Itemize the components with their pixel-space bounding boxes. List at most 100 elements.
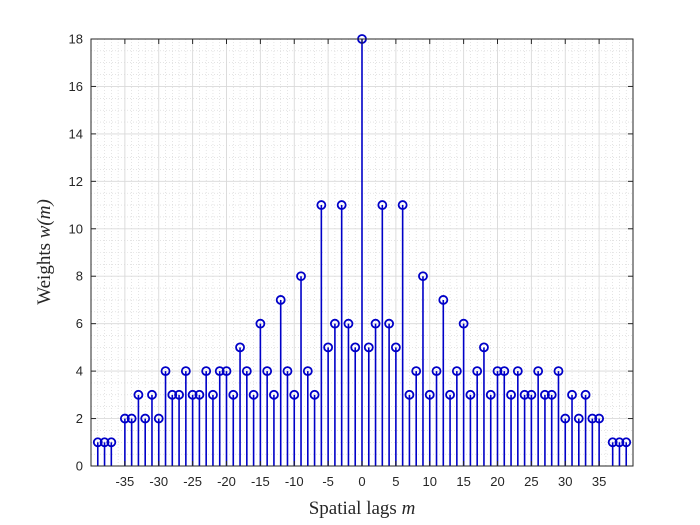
x-tick-label: -30	[149, 474, 168, 489]
stem-marker	[519, 389, 530, 400]
stem-series	[92, 34, 632, 466]
stem-marker	[451, 366, 462, 377]
stem-marker	[241, 366, 252, 377]
y-tick-label: 0	[76, 459, 83, 474]
stem-marker	[296, 271, 306, 282]
stem-marker	[431, 366, 442, 377]
stem-marker	[479, 342, 489, 353]
stem-marker	[147, 389, 157, 400]
stem-marker	[235, 342, 245, 353]
stem-marker	[411, 366, 422, 377]
stem-marker	[397, 200, 408, 210]
stem-marker	[533, 366, 544, 377]
x-tick-label: 30	[558, 474, 572, 489]
stem-marker	[323, 342, 334, 353]
x-tick-label: 20	[490, 474, 504, 489]
stem-marker	[133, 389, 144, 400]
stem-marker	[187, 389, 198, 400]
stem-marker	[465, 389, 476, 400]
x-tick-label: 5	[392, 474, 399, 489]
x-tick-label: 10	[423, 474, 437, 489]
stem-marker	[458, 318, 469, 329]
stem-marker	[587, 413, 598, 424]
stem-marker	[363, 342, 374, 353]
stem-marker	[336, 200, 347, 210]
stem-marker	[214, 366, 225, 377]
stem-marker	[390, 342, 401, 353]
stem-marker	[289, 389, 300, 400]
stem-marker	[255, 318, 266, 329]
stem-marker	[573, 413, 584, 424]
stem-marker	[343, 318, 354, 329]
stem-marker	[580, 389, 591, 400]
stem-marker	[126, 413, 137, 424]
stem-marker	[418, 271, 428, 282]
stem-marker	[92, 437, 103, 448]
x-tick-label: 15	[456, 474, 470, 489]
y-tick-label: 2	[76, 411, 83, 426]
stem-marker	[621, 437, 632, 448]
x-tick-label: 0	[358, 474, 365, 489]
stem-marker	[526, 389, 537, 400]
y-axis-ticks: 0 2 4 6 8 10 12 14 16 18	[69, 32, 633, 474]
stem-marker	[553, 366, 564, 377]
y-tick-label: 8	[76, 269, 83, 284]
x-tick-label: -25	[183, 474, 202, 489]
stem-marker	[269, 389, 279, 400]
stem-marker	[506, 389, 516, 400]
stem-marker	[275, 295, 286, 305]
stem-marker	[140, 413, 151, 424]
stem-marker	[282, 366, 293, 377]
stem-marker	[309, 389, 320, 400]
stem-marker	[106, 437, 117, 448]
x-tick-label: -20	[217, 474, 236, 489]
stem-marker	[194, 389, 205, 400]
stem-marker	[329, 318, 340, 329]
stem-marker	[302, 366, 313, 377]
stem-marker	[262, 366, 273, 377]
stem-marker	[384, 318, 395, 329]
stem-marker	[404, 389, 415, 400]
stem-marker	[594, 413, 605, 424]
x-tick-label: 35	[592, 474, 606, 489]
stem-marker	[316, 200, 327, 210]
stem-marker	[499, 366, 510, 377]
stem-marker	[370, 318, 381, 329]
stem-marker	[248, 389, 259, 400]
stem-marker	[180, 366, 191, 377]
stem-marker	[99, 437, 110, 448]
stem-marker	[560, 413, 571, 424]
stem-marker	[607, 437, 618, 448]
x-tick-label: -15	[251, 474, 270, 489]
x-axis-label: Spatial lags m	[309, 498, 416, 519]
stem-marker	[472, 366, 483, 377]
stem-marker	[540, 389, 550, 400]
stem-marker	[201, 366, 212, 377]
stem-marker	[167, 389, 178, 400]
stem-marker	[228, 389, 239, 400]
stem-marker	[119, 413, 130, 424]
x-axis-ticks: -35 -30 -25 -20 -15 -10 -5 0 5 10 15 20 25 30 35	[115, 39, 606, 489]
x-tick-label: -5	[322, 474, 334, 489]
x-tick-label: 25	[524, 474, 538, 489]
y-axis-label-variable: w(m)	[34, 199, 55, 238]
stem-marker	[424, 389, 435, 400]
stem-marker	[377, 200, 388, 210]
stem-marker	[512, 366, 523, 377]
x-axis-label-text: Spatial lags	[309, 498, 397, 519]
y-tick-label: 18	[69, 32, 83, 47]
x-tick-label: -10	[285, 474, 304, 489]
y-tick-label: 10	[69, 221, 83, 236]
y-axis-label: Weights w(m)	[34, 199, 55, 305]
y-tick-label: 16	[69, 79, 83, 94]
stem-marker	[438, 295, 449, 305]
stem-marker	[350, 342, 361, 353]
stem-marker	[174, 389, 184, 400]
stem-marker	[614, 437, 625, 448]
stem-marker	[221, 366, 232, 377]
stem-marker	[445, 389, 455, 400]
stem-marker	[160, 366, 171, 377]
y-tick-label: 4	[76, 364, 83, 379]
stem-marker	[492, 366, 503, 377]
